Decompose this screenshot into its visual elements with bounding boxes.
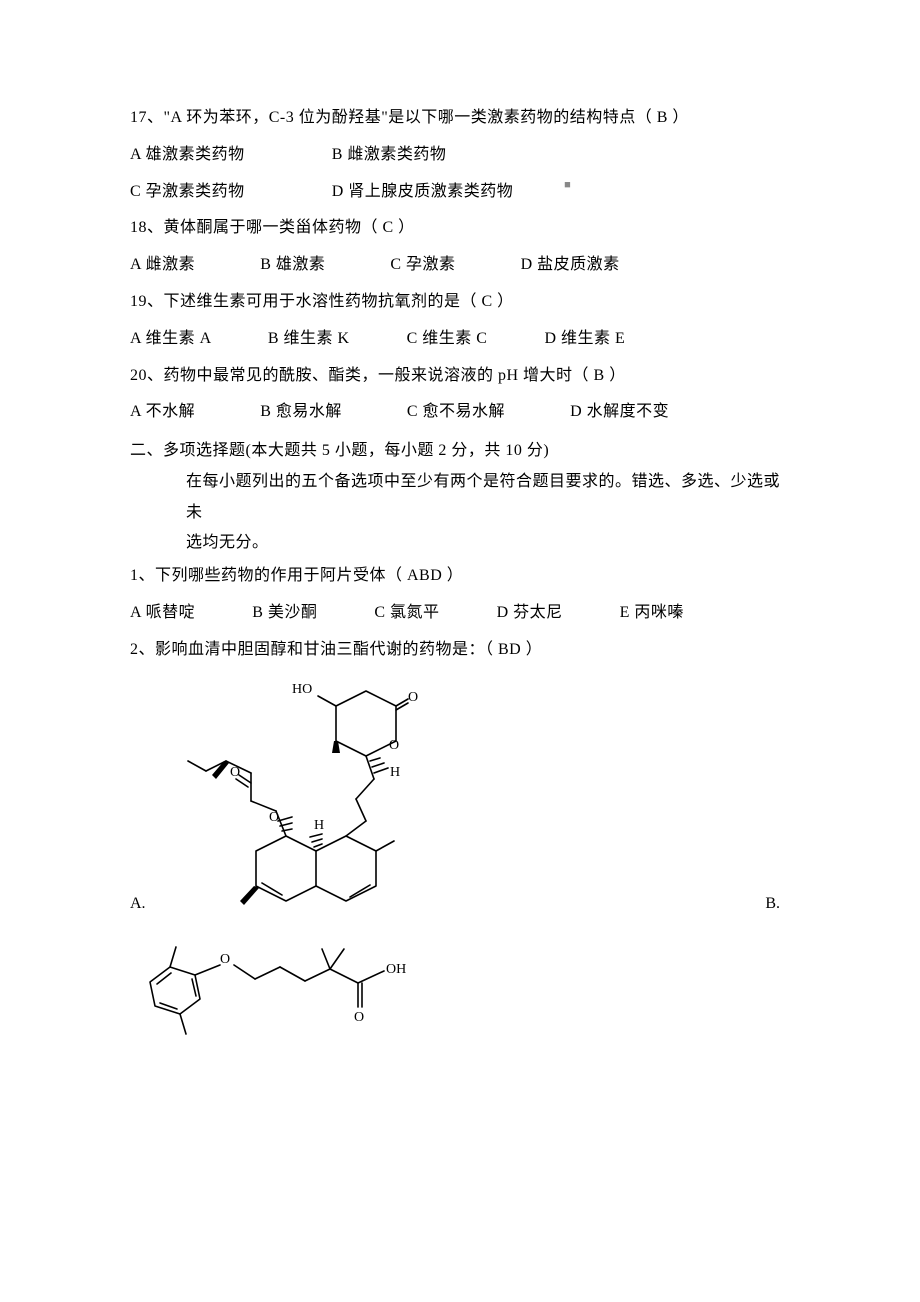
section-2-header: 二、多项选择题(本大题共 5 小题，每小题 2 分，共 10 分) — [130, 435, 790, 467]
question-19-text: 19、下述维生素可用于水溶性药物抗氧剂的是（ C ） — [130, 284, 790, 321]
structure-a-row: A. — [130, 661, 790, 921]
q18-opt-b: B 雄激素 — [260, 256, 325, 273]
m1-opt-a: A 哌替啶 — [130, 604, 195, 621]
m1-opt-c: C 氯氮平 — [374, 604, 439, 621]
svg-text:O: O — [408, 690, 418, 705]
q18-opt-d: D 盐皮质激素 — [521, 256, 620, 273]
question-18-text: 18、黄体酮属于哪一类甾体药物（ C ） — [130, 210, 790, 247]
section-2-sub2: 选均无分。 — [130, 528, 790, 558]
structure-b-label: B. — [765, 895, 790, 921]
q19-opt-b: B 维生素 K — [268, 330, 350, 347]
chemical-structure-b-icon: O O OH — [130, 927, 420, 1047]
svg-text:O: O — [354, 1010, 364, 1025]
svg-text:H: H — [314, 818, 324, 833]
q20-opt-d: D 水解度不变 — [570, 403, 669, 420]
q19-opt-d: D 维生素 E — [544, 330, 625, 347]
question-19-options: A 维生素 A B 维生素 K C 维生素 C D 维生素 E — [130, 321, 790, 358]
q17-opt-a: A 雄激素类药物 — [130, 146, 245, 163]
question-17-options-row1: A 雄激素类药物 B 雌激素类药物 — [130, 137, 790, 174]
question-20-options: A 不水解 B 愈易水解 C 愈不易水解 D 水解度不变 — [130, 394, 790, 431]
q19-opt-a: A 维生素 A — [130, 330, 211, 347]
q17-opt-c: C 孕激素类药物 — [130, 183, 245, 200]
q20-opt-c: C 愈不易水解 — [407, 403, 505, 420]
question-20-text: 20、药物中最常见的酰胺、酯类，一般来说溶液的 pH 增大时（ B ） — [130, 358, 790, 395]
q20-opt-b: B 愈易水解 — [260, 403, 342, 420]
q18-opt-a: A 雌激素 — [130, 256, 195, 273]
multi-q1-text: 1、下列哪些药物的作用于阿片受体（ ABD ） — [130, 558, 790, 595]
q20-opt-a: A 不水解 — [130, 403, 195, 420]
svg-text:H: H — [390, 765, 400, 780]
m1-opt-e: E 丙咪嗪 — [620, 604, 684, 621]
svg-text:O: O — [220, 952, 230, 967]
chemical-structure-a-icon: HO O O H H O O — [156, 661, 426, 921]
section-2-sub1: 在每小题列出的五个备选项中至少有两个是符合题目要求的。错选、多选、少选或未 — [130, 467, 790, 528]
q17-opt-d: D 肾上腺皮质激素类药物 — [332, 183, 514, 200]
svg-text:O: O — [389, 738, 399, 753]
question-17-text: 17、"A 环为苯环，C-3 位为酚羟基"是以下哪一类激素药物的结构特点（ B … — [130, 100, 790, 137]
m1-opt-d: D 芬太尼 — [497, 604, 563, 621]
svg-text:O: O — [269, 810, 279, 825]
page-marker-glyph: ■ — [564, 179, 571, 191]
q17-opt-b: B 雌激素类药物 — [332, 146, 447, 163]
svg-text:OH: OH — [386, 962, 406, 977]
m1-opt-b: B 美沙酮 — [252, 604, 317, 621]
q19-opt-c: C 维生素 C — [407, 330, 488, 347]
svg-text:HO: HO — [292, 682, 312, 697]
structure-a-label: A. — [130, 895, 156, 921]
question-18-options: A 雌激素 B 雄激素 C 孕激素 D 盐皮质激素 — [130, 247, 790, 284]
structure-b-row: O O OH — [130, 927, 790, 1047]
svg-text:O: O — [230, 765, 240, 780]
q18-opt-c: C 孕激素 — [390, 256, 455, 273]
multi-q1-options: A 哌替啶 B 美沙酮 C 氯氮平 D 芬太尼 E 丙咪嗪 — [130, 595, 790, 632]
